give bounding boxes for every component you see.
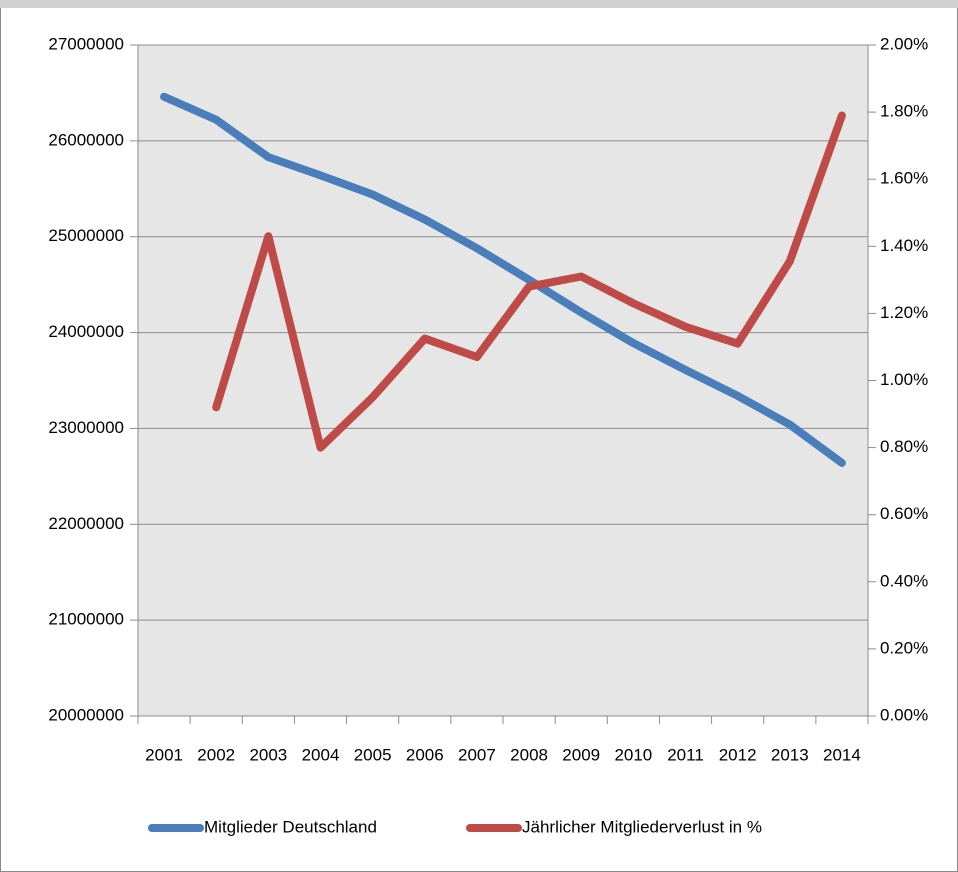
x-tick-label: 2009 bbox=[562, 745, 600, 764]
y-tick-label: 26000000 bbox=[48, 130, 124, 149]
y2-tick-label: 1.60% bbox=[880, 169, 928, 188]
x-tick-label: 2002 bbox=[197, 745, 235, 764]
y2-tick-label: 0.20% bbox=[880, 638, 928, 657]
y2-tick-label: 0.60% bbox=[880, 504, 928, 523]
y-tick-label: 22000000 bbox=[48, 514, 124, 533]
x-tick-label: 2008 bbox=[510, 745, 548, 764]
x-tick-label: 2001 bbox=[145, 745, 183, 764]
x-tick-label: 2011 bbox=[667, 745, 704, 764]
y-tick-label: 23000000 bbox=[48, 418, 124, 437]
series-line bbox=[212, 111, 846, 452]
y2-tick-label: 0.40% bbox=[880, 571, 928, 590]
y2-tick-label: 1.00% bbox=[880, 370, 928, 389]
plot-area bbox=[138, 45, 868, 716]
y2-tick-label: 1.80% bbox=[880, 102, 928, 121]
x-tick-label: 2004 bbox=[302, 745, 340, 764]
y-tick-label: 21000000 bbox=[48, 610, 124, 629]
x-tick-label: 2013 bbox=[771, 745, 809, 764]
x-tick-label: 2003 bbox=[249, 745, 287, 764]
x-tick-label: 2006 bbox=[406, 745, 444, 764]
y2-tick-label: 0.80% bbox=[880, 437, 928, 456]
y-tick-label: 24000000 bbox=[48, 322, 124, 341]
top-band bbox=[0, 0, 958, 8]
legend-label: Mitglieder Deutschland bbox=[204, 817, 377, 836]
y-tick-label: 25000000 bbox=[48, 226, 124, 245]
y2-tick-label: 0.00% bbox=[880, 705, 928, 724]
y2-tick-label: 2.00% bbox=[880, 34, 928, 53]
x-tick-label: 2005 bbox=[354, 745, 392, 764]
y-tick-label: 27000000 bbox=[48, 34, 124, 53]
x-tick-label: 2012 bbox=[719, 745, 757, 764]
x-tick-label: 2007 bbox=[458, 745, 496, 764]
y-tick-label: 20000000 bbox=[48, 705, 124, 724]
series-line bbox=[160, 92, 846, 467]
y2-tick-label: 1.40% bbox=[880, 236, 928, 255]
legend-label: Jährlicher Mitgliederverlust in % bbox=[522, 817, 762, 836]
x-tick-label: 2010 bbox=[614, 745, 652, 764]
x-tick-label: 2014 bbox=[823, 745, 861, 764]
y2-tick-label: 1.20% bbox=[880, 303, 928, 322]
